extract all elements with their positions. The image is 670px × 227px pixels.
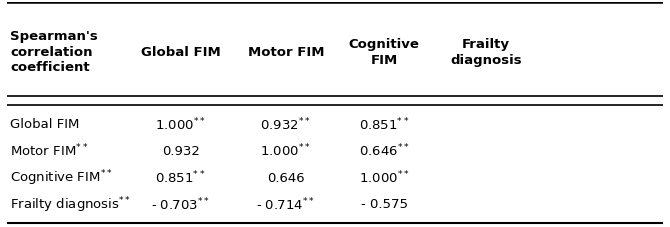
Text: Cognitive FIM$^{**}$: Cognitive FIM$^{**}$ xyxy=(10,168,113,188)
Text: Spearman's
correlation
coefficient: Spearman's correlation coefficient xyxy=(10,30,98,74)
Text: - 0.703$^{**}$: - 0.703$^{**}$ xyxy=(151,196,210,213)
Text: Motor FIM: Motor FIM xyxy=(247,46,324,59)
Text: 1.000$^{**}$: 1.000$^{**}$ xyxy=(261,143,311,160)
Text: 0.851$^{**}$: 0.851$^{**}$ xyxy=(155,170,206,186)
Text: 0.646: 0.646 xyxy=(267,172,305,185)
Text: Global FIM: Global FIM xyxy=(141,46,220,59)
Text: 0.646$^{**}$: 0.646$^{**}$ xyxy=(359,143,409,160)
Text: Global FIM: Global FIM xyxy=(10,118,79,131)
Text: Frailty diagnosis$^{**}$: Frailty diagnosis$^{**}$ xyxy=(10,195,131,215)
Text: 1.000$^{**}$: 1.000$^{**}$ xyxy=(359,170,409,186)
Text: - 0.714$^{**}$: - 0.714$^{**}$ xyxy=(257,196,315,213)
Text: 0.932: 0.932 xyxy=(161,145,200,158)
Text: Frailty
diagnosis: Frailty diagnosis xyxy=(450,38,522,67)
Text: - 0.575: - 0.575 xyxy=(360,198,408,211)
Text: Motor FIM$^{**}$: Motor FIM$^{**}$ xyxy=(10,143,88,160)
Text: Cognitive
FIM: Cognitive FIM xyxy=(349,38,419,67)
Text: 0.932$^{**}$: 0.932$^{**}$ xyxy=(261,116,311,133)
Text: 0.851$^{**}$: 0.851$^{**}$ xyxy=(359,116,409,133)
Text: 1.000$^{**}$: 1.000$^{**}$ xyxy=(155,116,206,133)
